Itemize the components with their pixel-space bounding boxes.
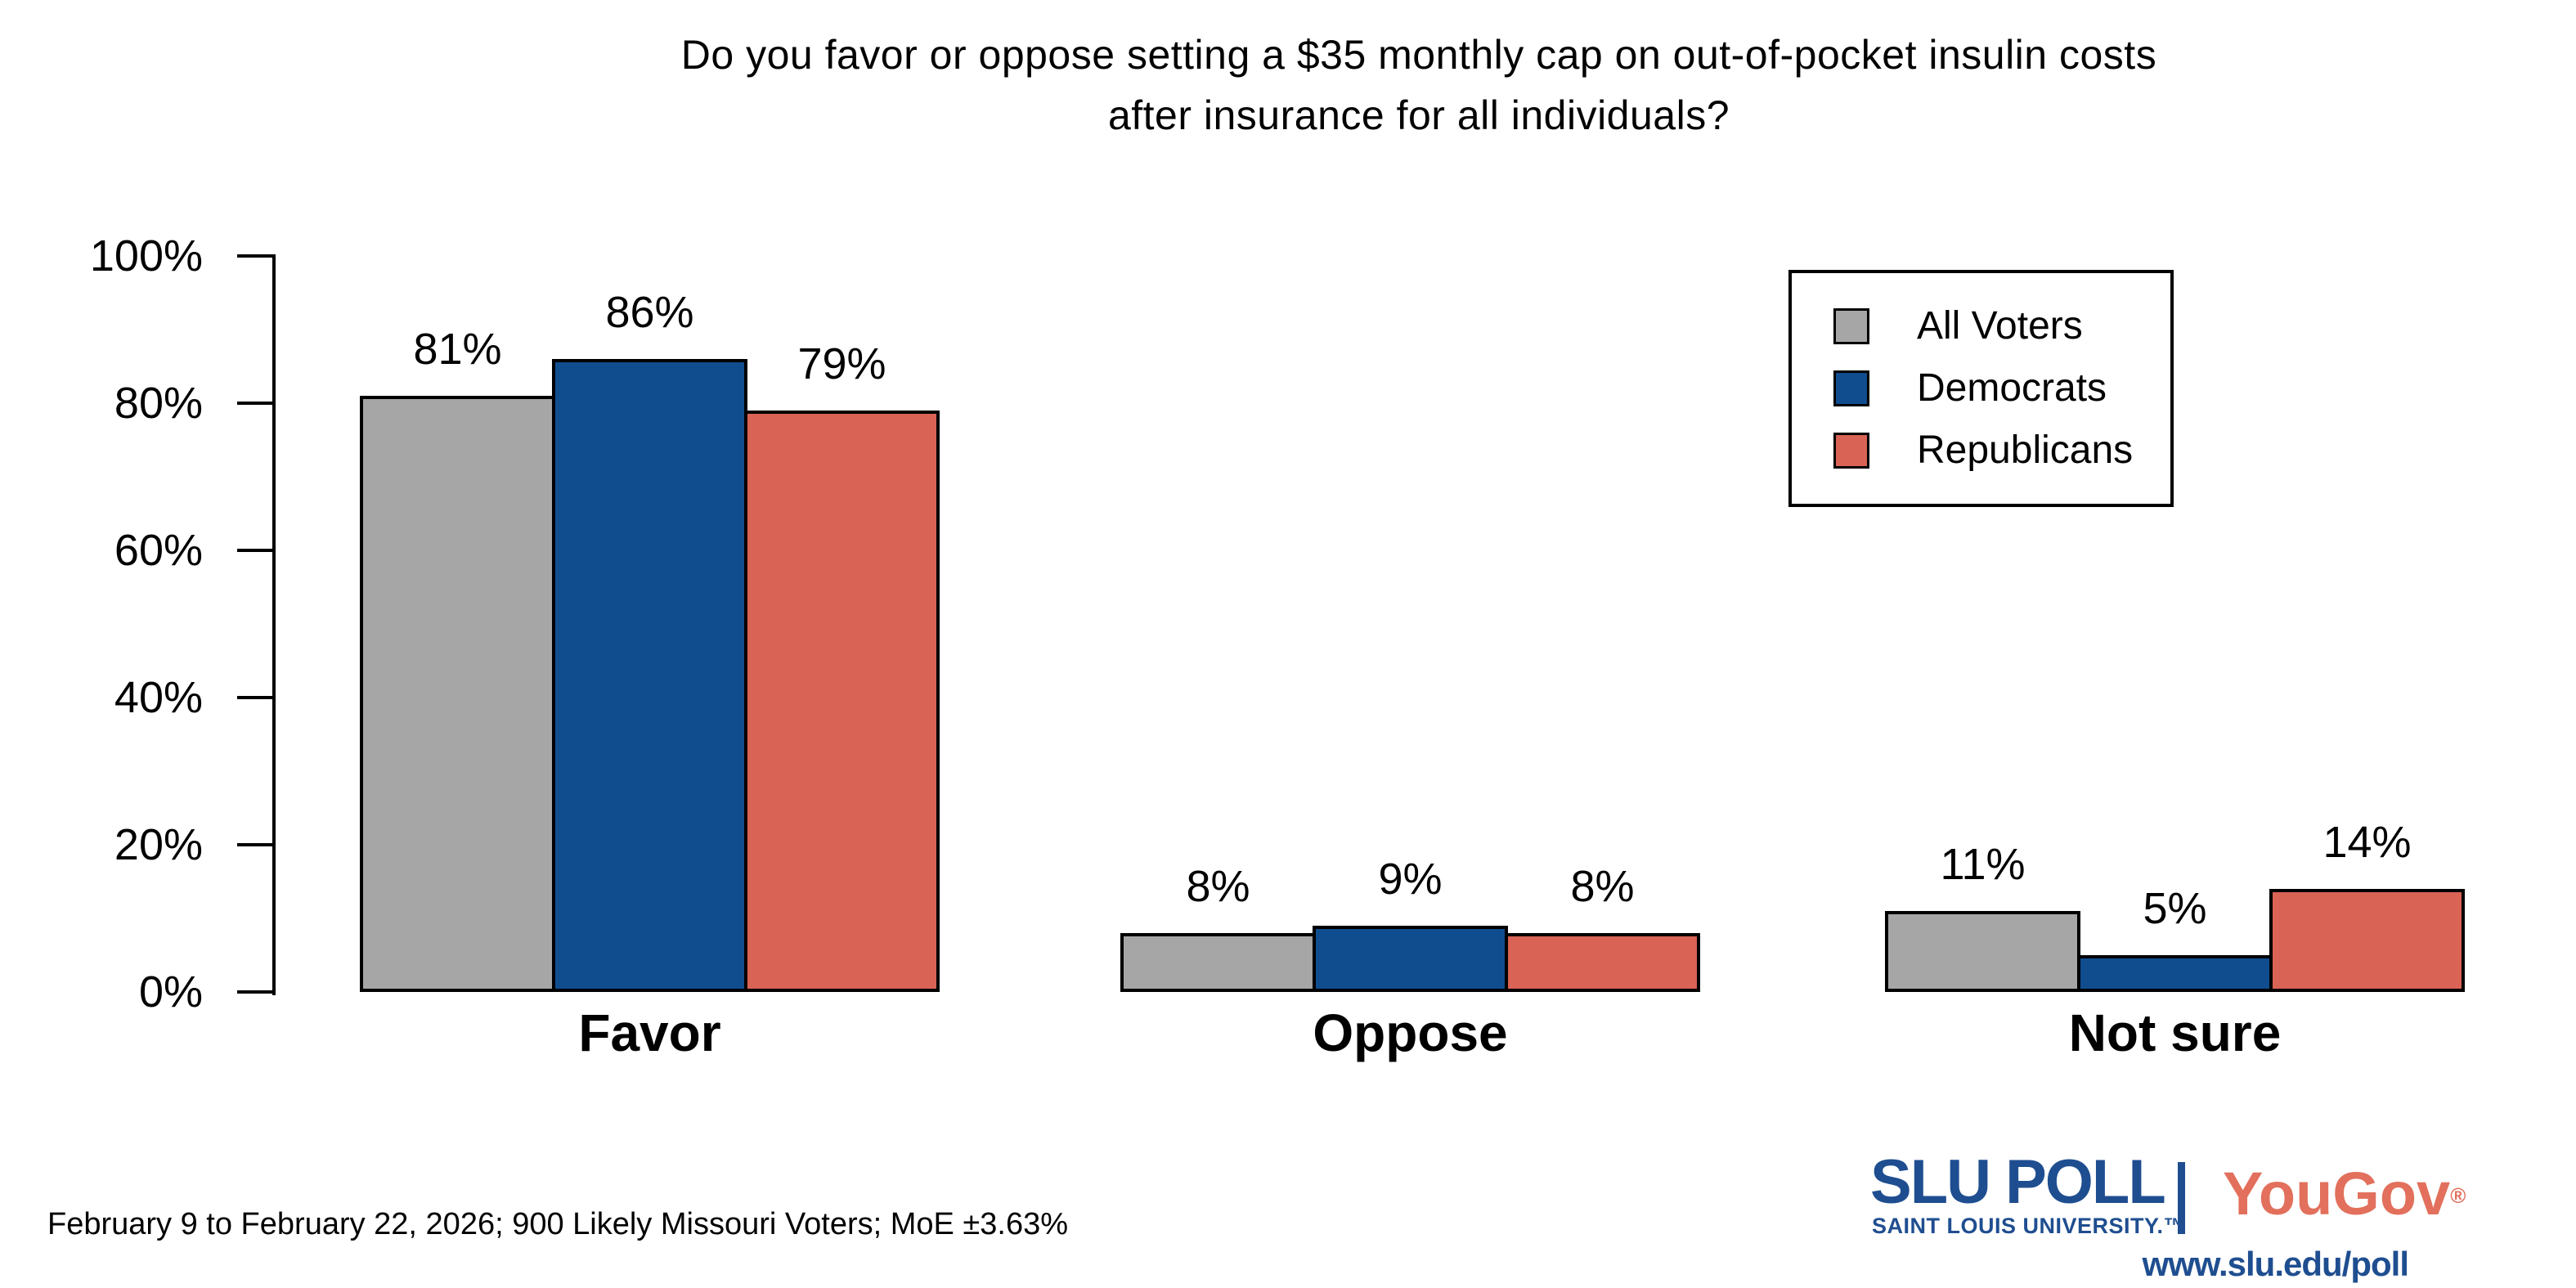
registered-trademark-icon: ®: [2450, 1183, 2466, 1208]
legend-box: All Voters Democrats Republicans: [1788, 270, 2174, 507]
bar-republicans-oppose: [1505, 933, 1700, 992]
category-label-favor: Favor: [578, 1003, 721, 1062]
y-tick-label: 100%: [89, 231, 203, 280]
legend-label: Republicans: [1917, 429, 2134, 472]
y-tick-label: 60%: [114, 526, 203, 575]
legend-label: Democrats: [1917, 366, 2107, 410]
legend-swatch-republicans: [1833, 433, 1869, 469]
bar-republicans-favor: [744, 411, 940, 992]
chart-title: Do you favor or oppose setting a $35 mon…: [680, 32, 2157, 138]
bar-democrats-favor: [552, 359, 747, 992]
bar-democrats-not-sure: [2077, 955, 2273, 992]
bar-value-label: 86%: [605, 288, 694, 337]
bar-democrats-oppose: [1313, 926, 1508, 992]
y-tick-label: 40%: [114, 673, 203, 722]
slu-poll-logo: SLU POLL: [1870, 1147, 2166, 1217]
legend-label: All Voters: [1917, 304, 2083, 348]
bar-value-label: 81%: [413, 325, 502, 374]
y-tick: [237, 843, 272, 846]
y-tick: [237, 549, 272, 552]
y-axis-line: [272, 254, 276, 995]
y-tick: [237, 402, 272, 405]
yougov-text: YouGov: [2223, 1160, 2451, 1227]
y-tick-label: 0%: [138, 967, 203, 1016]
bar-all-voters-favor: [360, 396, 555, 992]
methodology-note: February 9 to February 22, 2026; 900 Lik…: [47, 1207, 1069, 1241]
bar-value-label: 5%: [2143, 884, 2207, 933]
bar-value-label: 8%: [1570, 862, 1635, 911]
y-tick-label: 20%: [114, 820, 203, 869]
slu-poll-url: www.slu.edu/poll: [2142, 1245, 2409, 1283]
y-tick-label: 80%: [114, 379, 203, 428]
legend-item: All Voters: [1833, 307, 2170, 346]
legend-swatch-all-voters: [1833, 308, 1869, 344]
yougov-logo: YouGov®: [2223, 1163, 2466, 1225]
y-tick: [237, 254, 272, 258]
bar-value-label: 14%: [2322, 818, 2412, 867]
bar-value-label: 79%: [797, 339, 886, 388]
category-label-oppose: Oppose: [1313, 1003, 1508, 1062]
bar-value-label: 8%: [1186, 862, 1250, 911]
legend-item: Republicans: [1833, 431, 2170, 470]
bar-all-voters-not-sure: [1885, 911, 2080, 992]
slu-university-wordmark: SAINT LOUIS UNIVERSITY.™: [1872, 1214, 2187, 1238]
legend-item: Democrats: [1833, 369, 2170, 408]
y-tick: [237, 990, 272, 994]
y-tick: [237, 696, 272, 699]
legend-swatch-democrats: [1833, 370, 1869, 406]
bar-all-voters-oppose: [1120, 933, 1316, 992]
bar-value-label: 9%: [1378, 855, 1443, 904]
logo-divider: [2178, 1162, 2185, 1234]
bar-value-label: 11%: [1940, 840, 2026, 889]
category-label-not-sure: Not sure: [2068, 1003, 2282, 1062]
bar-republicans-not-sure: [2269, 889, 2465, 992]
